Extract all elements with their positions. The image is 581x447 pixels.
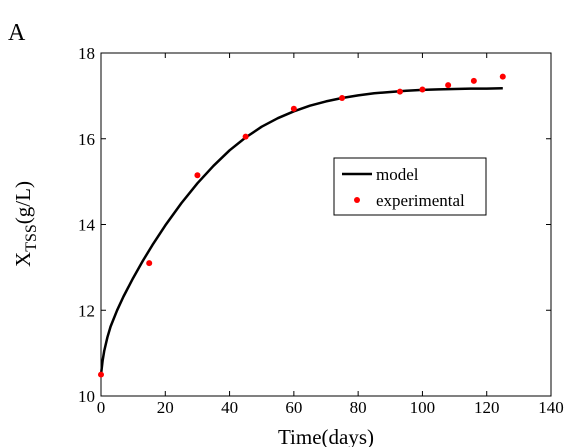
experimental-point [290,105,297,112]
y-axis-label-main: X [11,252,35,267]
y-axis-ticks: 10 12 14 16 18 [78,44,551,406]
legend-experimental-label: experimental [376,191,465,210]
y-tick-label: 16 [78,130,95,149]
panel-label: A [8,20,26,46]
x-tick-label: 120 [474,398,500,417]
y-tick-label: 14 [78,216,96,235]
x-tick-label: 60 [285,398,302,417]
plot-area [100,52,552,397]
experimental-point [339,95,346,102]
x-tick-label: 0 [97,398,106,417]
y-axis-label: XTSS(g/L) [11,181,40,267]
experimental-point [146,260,153,267]
experimental-point [98,371,104,378]
experimental-point [242,133,249,140]
y-axis-label-subscript: TSS [23,224,40,252]
experimental-point [419,86,426,93]
series-layer [98,73,506,378]
x-tick-label: 140 [538,398,564,417]
legend-experimental-marker [354,197,360,203]
x-axis-ticks: 0 20 40 60 80 100 120 140 [97,53,564,417]
y-tick-label: 18 [78,44,95,63]
x-tick-label: 40 [221,398,238,417]
y-tick-label: 12 [78,301,95,320]
legend: model experimental [333,157,487,216]
legend-model-label: model [376,165,419,184]
x-tick-label: 20 [157,398,174,417]
experimental-point [470,77,477,84]
x-tick-label: 80 [350,398,367,417]
y-axis-label-suffix: (g/L) [11,181,35,224]
experimental-point [396,88,403,95]
legend-box [333,157,487,216]
x-axis-label: Time(days) [278,425,374,447]
experimental-point [499,73,506,80]
x-tick-label: 100 [410,398,436,417]
y-tick-label: 10 [78,387,95,406]
experimental-point [194,172,201,179]
experimental-point [445,82,452,89]
